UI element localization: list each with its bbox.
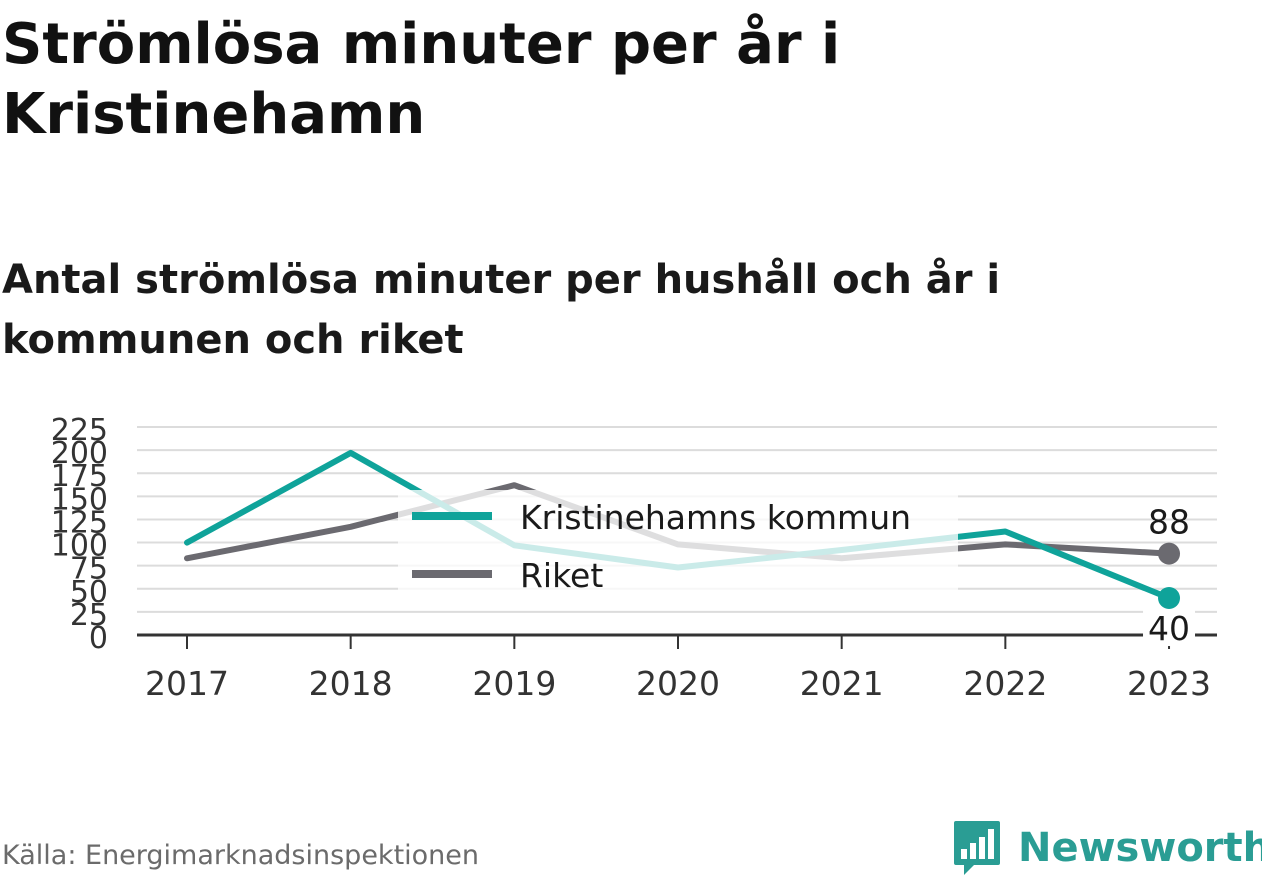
x-tick-label: 2019 (472, 664, 556, 703)
chart-subtitle: Antal strömlösa minuter per hushåll och … (2, 257, 1001, 363)
x-tick-label: 2021 (800, 664, 884, 703)
y-tick-label: 25 (70, 598, 108, 633)
source-note: Källa: Energimarknadsinspektionen (2, 840, 480, 871)
y-tick-label: 200 (51, 436, 108, 471)
newsworthy-logo-icon (954, 821, 1000, 875)
y-tick-label: 0 (89, 621, 108, 656)
y-tick-label: 175 (51, 459, 108, 494)
end-label-background (1143, 610, 1196, 647)
x-tick-label: 2023 (1127, 664, 1211, 703)
chart-title: Strömlösa minuter per år i Kristinehamn (2, 12, 841, 147)
y-tick-label: 150 (51, 482, 108, 517)
y-tick-label: 75 (70, 552, 108, 587)
x-tick-label: 2020 (636, 664, 720, 703)
x-tick-label: 2017 (145, 664, 229, 703)
x-tick-label: 2018 (309, 664, 393, 703)
y-tick-label: 100 (51, 529, 108, 564)
x-axis-ticks: 2017 2018 2019 2020 2021 2022 2023 (145, 635, 1211, 703)
y-tick-label: 50 (70, 575, 108, 610)
end-labels: 88 40 (1143, 503, 1196, 648)
y-tick-label: 225 (51, 413, 108, 448)
y-tick-label: 125 (51, 505, 108, 540)
brand: Newsworthy (952, 818, 1262, 878)
x-tick-label: 2022 (963, 664, 1047, 703)
end-label: 40 (1148, 609, 1190, 648)
end-point-marker (1158, 542, 1181, 565)
legend: Kristinehamns kommun Riket (398, 490, 958, 595)
end-point-marker (1158, 587, 1181, 610)
end-label: 88 (1148, 503, 1190, 542)
legend-label: Riket (520, 556, 603, 595)
legend-label: Kristinehamns kommun (520, 498, 911, 537)
brand-name: Newsworthy (1018, 825, 1262, 871)
